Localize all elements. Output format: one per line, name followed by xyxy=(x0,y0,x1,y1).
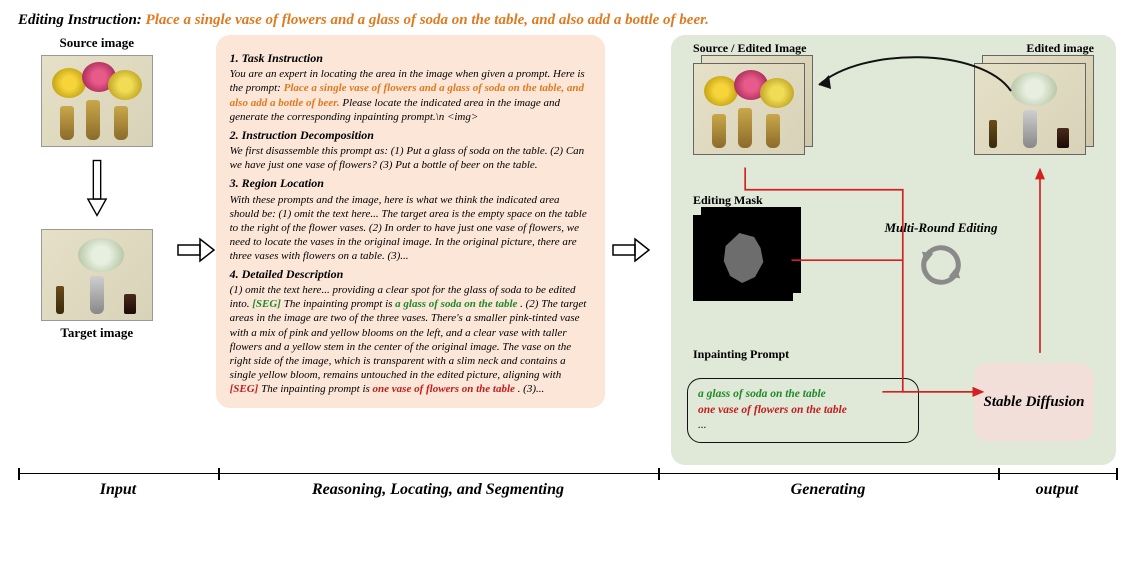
instruction-decomposition-text: We first disassemble this prompt as: (1)… xyxy=(230,145,585,171)
detailed-description-e: . (3)... xyxy=(518,383,545,395)
instruction-decomposition-heading: 2. Instruction Decomposition xyxy=(230,128,591,143)
arrow-reason-to-gen-icon xyxy=(611,233,651,267)
stage-label-input: Input xyxy=(18,481,218,499)
source-edited-stack xyxy=(693,61,813,161)
inpaint-line-3: ... xyxy=(698,418,908,434)
inpaint-line-1: a glass of soda on the table xyxy=(698,387,908,403)
detailed-description-d: The inpainting prompt is xyxy=(261,383,372,395)
inpaint-line-2: one vase of flowers on the table xyxy=(698,403,908,419)
main-stage: Source image Target image 1. Task Instru… xyxy=(18,35,1116,465)
editing-instruction-label: Editing Instruction: xyxy=(18,12,142,28)
task-instruction-heading: 1. Task Instruction xyxy=(230,51,591,66)
stable-diffusion-box: Stable Diffusion xyxy=(974,363,1094,441)
inpainting-prompt-box: a glass of soda on the table one vase of… xyxy=(687,378,919,443)
detailed-description-c: . (2) The target areas in the image are … xyxy=(230,298,587,380)
editing-mask-stack xyxy=(693,213,803,309)
detailed-description-heading: 4. Detailed Description xyxy=(230,267,591,282)
region-location-text: With these prompts and the image, here i… xyxy=(230,194,587,262)
generating-panel: Source / Edited Image Edited image xyxy=(671,35,1116,465)
cycle-icon xyxy=(918,242,964,288)
reasoning-panel: 1. Task Instruction You are an expert in… xyxy=(216,35,605,408)
stage-label-reason: Reasoning, Locating, and Segmenting xyxy=(218,481,658,499)
seg-token-1: [SEG] xyxy=(252,298,281,310)
stable-diffusion-label: Stable Diffusion xyxy=(984,394,1085,411)
inpaint-prompt-green: a glass of soda on the table xyxy=(395,298,517,310)
editing-mask-label: Editing Mask xyxy=(693,193,763,208)
edited-image-label: Edited image xyxy=(1026,41,1094,56)
multi-round-text: Multi-Round Editing xyxy=(876,220,1006,236)
region-location-heading: 3. Region Location xyxy=(230,176,591,191)
generating-column: Source / Edited Image Edited image xyxy=(671,35,1116,465)
detailed-description-b: The inpainting prompt is xyxy=(284,298,395,310)
stage-label-gen: Generating xyxy=(658,481,998,499)
editing-instruction-text: Place a single vase of flowers and a gla… xyxy=(146,12,709,28)
target-image-label: Target image xyxy=(60,325,133,341)
input-column: Source image Target image xyxy=(18,35,176,465)
inpaint-prompt-red: one vase of flowers on the table xyxy=(373,383,515,395)
target-image-thumb xyxy=(41,229,153,321)
source-edited-label: Source / Edited Image xyxy=(693,41,806,56)
reasoning-body: 1. Task Instruction You are an expert in… xyxy=(230,51,591,396)
multi-round-label: Multi-Round Editing xyxy=(876,220,1006,292)
source-image-label: Source image xyxy=(60,35,135,51)
editing-instruction-line: Editing Instruction: Place a single vase… xyxy=(18,12,1116,29)
seg-token-2: [SEG] xyxy=(230,383,259,395)
edited-image-stack xyxy=(974,61,1094,161)
stage-label-output: output xyxy=(998,481,1116,499)
reasoning-column: 1. Task Instruction You are an expert in… xyxy=(216,35,605,465)
down-arrow-icon xyxy=(86,157,108,219)
source-image-thumb xyxy=(41,55,153,147)
arrow-input-to-reason-icon xyxy=(176,233,216,267)
inpainting-prompt-label: Inpainting Prompt xyxy=(693,347,789,362)
stage-tick-line xyxy=(18,473,1116,475)
stage-labels: Input Reasoning, Locating, and Segmentin… xyxy=(18,481,1116,499)
stage-bar: Input Reasoning, Locating, and Segmentin… xyxy=(18,473,1116,499)
